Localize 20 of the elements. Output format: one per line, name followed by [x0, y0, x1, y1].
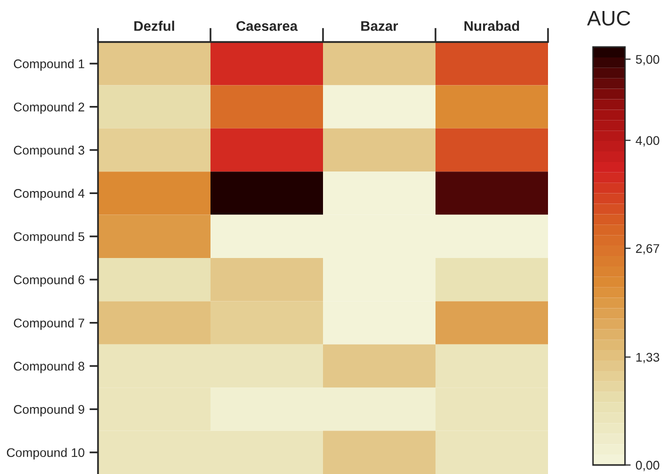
color-bar-label: 0,00 — [636, 460, 660, 472]
y-tick-label: Compound 7 — [14, 318, 84, 330]
color-bar-label: 5,00 — [636, 54, 660, 66]
y-tick-label: Compound 4 — [14, 188, 84, 200]
x-tick-label: Caesarea — [236, 21, 298, 31]
x-tick-label: Bazar — [361, 21, 398, 31]
y-tick-label: Compound 2 — [14, 102, 84, 114]
color-bar-title: AUC — [587, 10, 630, 26]
y-tick-label: Compound 5 — [14, 232, 84, 244]
x-tick-label: Dezful — [134, 20, 174, 31]
x-tick-label: Nurabad — [464, 20, 520, 31]
color-bar-label: 2,67 — [636, 244, 660, 254]
y-tick-label: Compound 8 — [14, 361, 84, 374]
y-tick-label: Compound 9 — [14, 404, 84, 416]
y-tick-label: Compound 6 — [14, 275, 84, 287]
color-bar-label: 1,33 — [636, 352, 660, 364]
y-tick-label: Compound 10 — [6, 448, 84, 460]
y-tick-label: Compound 3 — [14, 145, 84, 158]
y-tick-label: Compound 1 — [14, 59, 84, 71]
color-bar-label: 4,00 — [636, 136, 660, 146]
